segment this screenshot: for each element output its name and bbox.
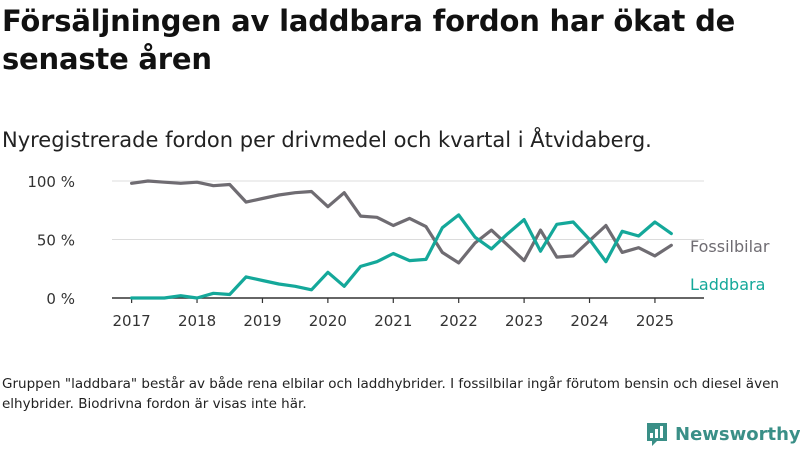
x-tick-label: 2020 — [309, 312, 347, 330]
series-label: Laddbara — [690, 275, 765, 294]
x-tick-label: 2017 — [113, 312, 151, 330]
y-tick-label: 50 % — [37, 232, 75, 250]
brand-name: Newsworthy — [675, 423, 800, 445]
footnote: Gruppen "laddbara" består av både rena e… — [2, 376, 779, 412]
series-lines — [130, 179, 673, 300]
series-labels: Fossilbilar Laddbara — [690, 237, 770, 294]
y-axis-ticks: 0 % 50 % 100 % — [27, 173, 75, 308]
bar-chart-logo-icon — [647, 423, 667, 446]
y-tick-label: 100 % — [27, 173, 75, 191]
x-tick-label: 2021 — [374, 312, 412, 330]
y-tick-label: 0 % — [46, 290, 75, 308]
series-line-laddbara — [130, 213, 673, 300]
x-tick-label: 2018 — [178, 312, 216, 330]
series-label: Fossilbilar — [690, 237, 770, 256]
x-tick-label: 2025 — [636, 312, 674, 330]
brand-logo: Newsworthy — [645, 420, 800, 448]
x-tick-label: 2019 — [243, 312, 281, 330]
line-chart: 0 % 50 % 100 % 2017 2018 2019 2020 2021 2022 202… — [27, 173, 770, 330]
chart-subtitle: Nyregistrerade fordon per drivmedel och … — [2, 128, 652, 152]
series-line-fossilbilar — [130, 179, 673, 265]
chart-title: Försäljningen av laddbara fordon har öka… — [2, 4, 736, 76]
x-axis-ticks: 2017 2018 2019 2020 2021 2022 2023 2024 2025 — [113, 298, 674, 330]
x-tick-label: 2023 — [505, 312, 543, 330]
grid-lines — [112, 180, 704, 240]
x-tick-label: 2024 — [570, 312, 608, 330]
x-tick-label: 2022 — [440, 312, 478, 330]
